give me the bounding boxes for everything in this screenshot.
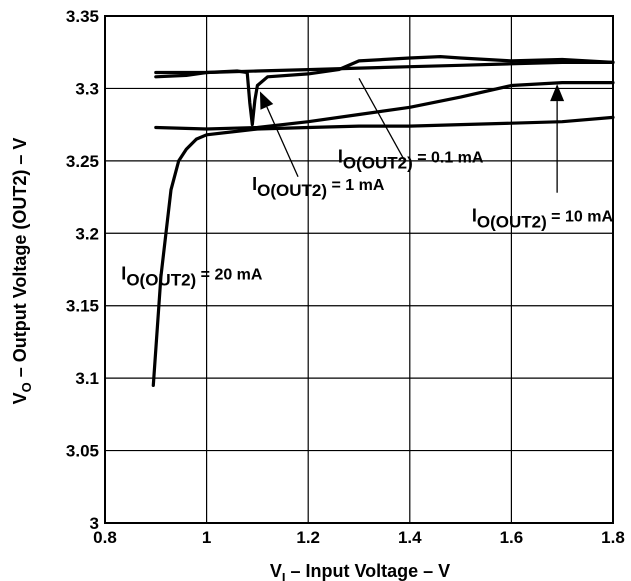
y-axis-title: VO – Output Voltage (OUT2) – V — [10, 138, 34, 405]
annotation-label-4: IO(OUT2) = 20 mA — [121, 264, 263, 290]
annotation-label-1: IO(OUT2) = 0.1 mA — [338, 146, 484, 172]
annotation-value: = 1 mA — [327, 177, 385, 194]
y-axis-title-main: V — [10, 392, 30, 404]
x-axis-title-rest: – Input Voltage – V — [285, 561, 450, 581]
y-tick-label: 3.15 — [66, 297, 99, 316]
annotation-value: = 20 mA — [196, 267, 263, 284]
y-tick-label: 3 — [90, 514, 99, 533]
annotation-subscript: O(OUT2) — [343, 153, 413, 172]
annotation-label-3: IO(OUT2) = 10 mA — [472, 206, 614, 232]
y-tick-label: 3.2 — [75, 224, 99, 243]
y-axis-title-subscript: O — [19, 382, 34, 392]
x-axis-title-main: V — [270, 561, 282, 581]
x-tick-label: 1.6 — [500, 528, 524, 547]
annotation-arrowhead-3 — [550, 84, 565, 102]
annotation-main: I — [121, 264, 126, 284]
y-axis-title-rest: – Output Voltage (OUT2) – V — [10, 138, 30, 383]
x-tick-label: 1.8 — [601, 528, 625, 547]
series-line-3 — [154, 81, 615, 131]
annotation-main: I — [252, 174, 257, 194]
annotation-main: I — [472, 206, 477, 226]
y-tick-label: 3.25 — [66, 152, 99, 171]
annotation-subscript: O(OUT2) — [257, 181, 327, 200]
annotation-main: I — [338, 146, 343, 166]
plot-frame — [104, 15, 614, 524]
x-tick-label: 0.8 — [93, 528, 117, 547]
annotation-subscript: O(OUT2) — [477, 213, 547, 232]
series-line-2 — [154, 55, 615, 127]
tick-labels: 0.8 1 1.2 1.4 1.6 1.8 3 3.05 3.1 3.15 3.2 3.25 3.3 3.… — [66, 7, 625, 547]
x-axis-title: VI – Input Voltage – V — [270, 561, 450, 581]
annotation-pointer-1 — [358, 77, 406, 162]
x-tick-label: 1.4 — [398, 528, 422, 547]
x-tick-label: 1.2 — [296, 528, 320, 547]
series-line-4 — [151, 115, 615, 387]
y-tick-label: 3.35 — [66, 7, 99, 26]
annotation-arrowhead-2 — [259, 91, 274, 110]
annotation-value: = 10 mA — [547, 209, 614, 226]
curves — [151, 55, 615, 387]
x-axis-title-subscript: I — [282, 570, 286, 581]
annotation-value: = 0.1 mA — [413, 149, 484, 166]
annotation-subscript: O(OUT2) — [126, 271, 196, 290]
annotation-pointer-2 — [266, 106, 299, 178]
y-tick-label: 3.1 — [75, 369, 99, 388]
y-tick-label: 3.3 — [75, 79, 99, 98]
y-tick-label: 3.05 — [66, 442, 99, 461]
grid — [104, 15, 614, 524]
x-tick-label: 1 — [202, 528, 211, 547]
annotation-label-2: IO(OUT2) = 1 mA — [252, 174, 385, 200]
